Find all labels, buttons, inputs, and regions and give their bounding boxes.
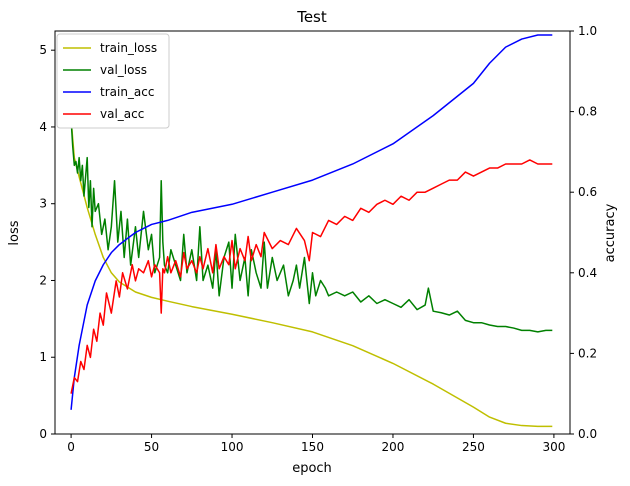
y-axis-label: loss: [7, 220, 22, 245]
legend-label-train_acc: train_acc: [100, 85, 154, 99]
x-tick-label: 50: [144, 440, 159, 454]
y-tick-label: 1: [39, 350, 47, 364]
legend-box: [56, 33, 170, 129]
y-tick-label: 3: [39, 197, 47, 211]
x-tick-label: 250: [462, 440, 485, 454]
y-tick-label: 2: [39, 273, 47, 287]
y2-tick-label: 1.0: [578, 24, 597, 38]
series-line-train_acc: [70, 34, 553, 410]
x-tick-label: 300: [542, 440, 565, 454]
tick-layer: 0 50 100 150 200 250 300 0 1 2 3 4 5 0.0 0.2 0.4 0.6 0.8 1…: [39, 24, 597, 454]
y2-tick-label: 0.4: [578, 266, 597, 280]
chart-title: Test: [296, 8, 327, 26]
legend-label-val_loss: val_loss: [100, 63, 147, 77]
y2-axis-label: accuracy: [603, 203, 618, 262]
x-axis-label: epoch: [292, 461, 332, 476]
series-layer: [70, 34, 553, 428]
x-tick-label: 0: [67, 440, 75, 454]
y2-tick-label: 0.8: [578, 105, 597, 119]
series-line-train_loss: [70, 119, 553, 428]
series-line-val_acc: [70, 159, 553, 394]
y2-tick-label: 0.6: [578, 185, 597, 199]
x-tick-label: 200: [382, 440, 405, 454]
legend-label-val_acc: val_acc: [100, 107, 144, 121]
series-line-val_loss: [70, 119, 553, 333]
legend-label-train_loss: train_loss: [100, 41, 157, 55]
y2-tick-label: 0.2: [578, 346, 597, 360]
y-tick-label: 4: [39, 120, 47, 134]
x-tick-label: 100: [221, 440, 244, 454]
legend: train_loss val_loss train_acc val_acc: [56, 33, 170, 129]
y-tick-label: 5: [39, 43, 47, 57]
x-tick-label: 150: [301, 440, 324, 454]
y2-tick-label: 0.0: [578, 427, 597, 441]
plot-frame: [54, 30, 571, 435]
y-tick-label: 0: [39, 427, 47, 441]
